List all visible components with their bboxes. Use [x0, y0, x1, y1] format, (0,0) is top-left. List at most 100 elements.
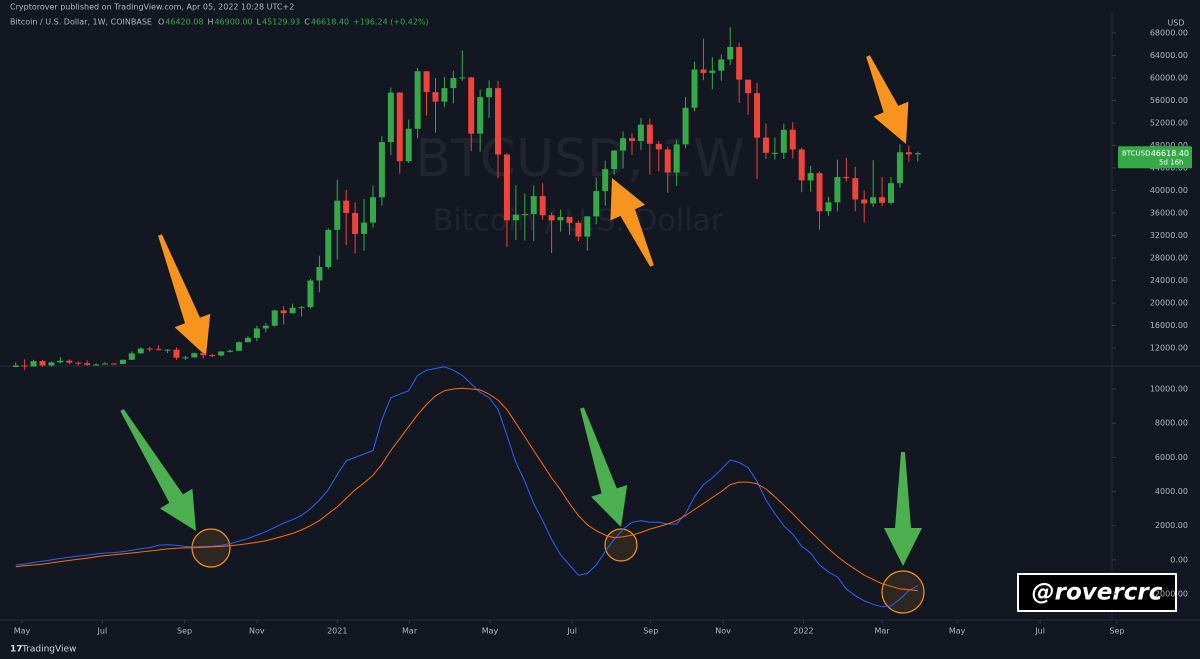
candle-body: [164, 349, 171, 351]
candle-body: [727, 47, 734, 60]
candle-body: [593, 191, 600, 217]
arrow: [158, 234, 211, 356]
macd-tick-label: -2000.00: [1152, 590, 1188, 599]
candle-body: [503, 154, 510, 221]
candle-body: [700, 69, 707, 73]
candle-body: [75, 362, 82, 364]
macd-line: [15, 387, 918, 592]
currency-label: USD: [1167, 19, 1184, 28]
candle-body: [852, 178, 859, 200]
candle-body: [307, 280, 314, 308]
candle-body: [93, 364, 100, 366]
time-tick-label: Sep: [177, 627, 192, 636]
time-tick-label: Jul: [97, 627, 108, 636]
watermark-symbol: BTCUSD, 1W: [415, 129, 744, 189]
highlight-circle: [881, 570, 925, 614]
time-tick-label: May: [949, 627, 966, 636]
time-tick-label: 2022: [793, 627, 813, 636]
candle-body: [664, 149, 671, 173]
last-price-symbol: BTCUSD: [1122, 149, 1151, 157]
time-tick-label: May: [482, 627, 499, 636]
candle-body: [146, 348, 153, 350]
candle-body: [798, 149, 805, 181]
highlight-circle: [191, 528, 231, 568]
ohlc-key: O: [158, 18, 164, 27]
candle-body: [521, 214, 528, 216]
candle-body: [843, 176, 850, 179]
candle-body: [887, 183, 894, 203]
candle-body: [584, 216, 591, 237]
ohlc-value: 46420.08: [165, 18, 203, 27]
candle-body: [343, 200, 350, 213]
candle-body: [450, 77, 457, 89]
time-tick-label: 2021: [327, 627, 347, 636]
candle-body: [816, 173, 823, 212]
signature: @rovercrc: [1032, 580, 1163, 606]
price-tick-label: 68000.00: [1150, 28, 1188, 37]
macd-line: [15, 366, 919, 608]
candle-body: [539, 196, 546, 216]
symbol-title: Bitcoin / U.S. Dollar, 1W, COINBASE: [10, 18, 152, 27]
candle-body: [12, 365, 19, 368]
time-tick-label: Mar: [402, 627, 418, 636]
candle-body: [289, 307, 296, 314]
time-tick-label: Nov: [249, 627, 265, 636]
ohlc-value: 46618.40: [311, 18, 349, 27]
candle-body: [316, 267, 323, 281]
candle-body: [182, 357, 189, 359]
ohlc-value: 46900.00: [214, 18, 252, 27]
arrow: [610, 178, 654, 267]
last-price-countdown: 5d 16h: [1159, 158, 1183, 166]
candle-body: [646, 124, 653, 144]
candle-body: [414, 71, 421, 129]
candle-body: [655, 143, 662, 150]
candle-body: [30, 361, 37, 367]
candle-body: [66, 360, 73, 363]
candle-body: [405, 128, 412, 162]
candle-body: [914, 153, 921, 155]
price-tick-label: 56000.00: [1150, 96, 1188, 105]
candle-body: [459, 77, 466, 79]
macd-tick-label: 2000.00: [1155, 521, 1188, 530]
candle-body: [709, 70, 716, 73]
macd-tick-label: 8000.00: [1155, 419, 1188, 428]
candle-body: [280, 310, 287, 314]
candle-body: [396, 92, 403, 162]
candle-body: [530, 196, 537, 215]
ohlc-key: L: [257, 18, 262, 27]
candle-body: [771, 152, 778, 154]
candle-body: [200, 353, 207, 356]
candle-body: [262, 325, 269, 329]
candle-body: [352, 212, 359, 234]
annotations: [120, 55, 925, 614]
candle-body: [566, 216, 573, 223]
candle-body: [637, 124, 644, 141]
candle-body: [155, 349, 162, 351]
candle-body: [754, 93, 761, 138]
candle-body: [432, 92, 439, 102]
footer-logo: TradingView: [21, 645, 76, 655]
published-note: Cryptorover published on TradingView.com…: [10, 3, 294, 12]
change: +196.24 (+0.42%): [353, 18, 429, 27]
candle-body: [861, 199, 868, 204]
candle-body: [271, 310, 278, 326]
candle-body: [548, 215, 555, 221]
arrow: [580, 407, 628, 527]
price-tick-label: 52000.00: [1150, 118, 1188, 127]
candle-body: [441, 88, 448, 102]
candle-body: [84, 363, 91, 365]
candle-body: [691, 69, 698, 108]
candle-body: [369, 197, 376, 223]
candle-body: [879, 197, 886, 203]
time-tick-label: Jul: [566, 627, 577, 636]
time-tick-label: Jul: [1034, 627, 1045, 636]
candle-body: [495, 88, 502, 155]
candle-body: [673, 144, 680, 173]
candle-body: [137, 348, 144, 354]
candle-body: [387, 92, 394, 143]
candle-body: [173, 349, 180, 358]
ohlc-key: C: [304, 18, 310, 27]
time-tick-label: May: [14, 627, 31, 636]
ohlc-value: 45129.93: [262, 18, 300, 27]
